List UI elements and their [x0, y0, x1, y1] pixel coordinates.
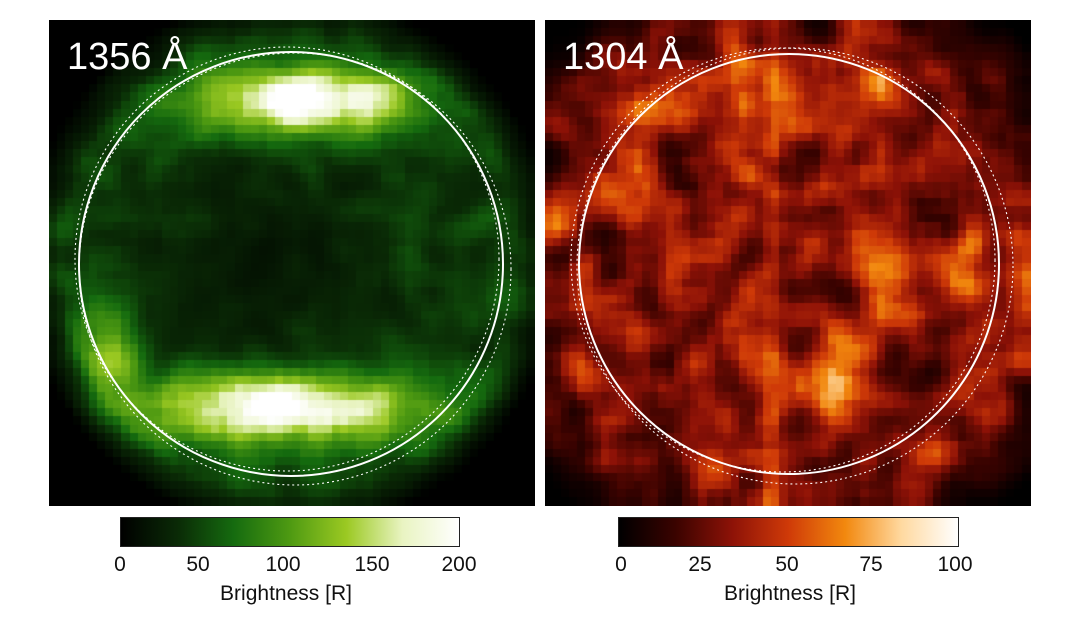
- colorbar-1356: [120, 517, 460, 547]
- limb-overlay-1304: [570, 47, 1014, 485]
- colorbar-tick: 150: [354, 553, 390, 576]
- limb-overlay-1356: [74, 46, 512, 486]
- limb-circle-dotted: [570, 47, 996, 473]
- colorbar-tick: 100: [265, 553, 301, 576]
- image-panel-1304: 1304 Å: [545, 20, 1031, 506]
- colorbar-tick: 50: [775, 553, 799, 576]
- colorbar-tick: 50: [186, 553, 210, 576]
- colorbar-title: Brightness [R]: [724, 582, 856, 605]
- colorbar-tick: 0: [615, 553, 627, 576]
- limb-circle-dotted: [74, 46, 500, 472]
- image-panel-1356: 1356 Å: [49, 20, 535, 506]
- colorbar-1304: [618, 517, 959, 547]
- limb-circle: [78, 51, 504, 477]
- colorbar-tick: 25: [688, 553, 712, 576]
- limb-circle-dotted: [78, 52, 512, 486]
- colorbar-tick: 0: [114, 553, 126, 576]
- wavelength-label: 1356 Å: [67, 36, 188, 78]
- colorbar-title: Brightness [R]: [220, 582, 352, 605]
- colorbar-tick: 75: [859, 553, 883, 576]
- emission-image-1304: [545, 20, 1031, 506]
- colorbar-tick: 100: [937, 553, 973, 576]
- colorbar-tick: 200: [441, 553, 477, 576]
- wavelength-label: 1304 Å: [563, 36, 684, 78]
- emission-image-1356: [49, 20, 535, 506]
- limb-circle: [578, 53, 1000, 475]
